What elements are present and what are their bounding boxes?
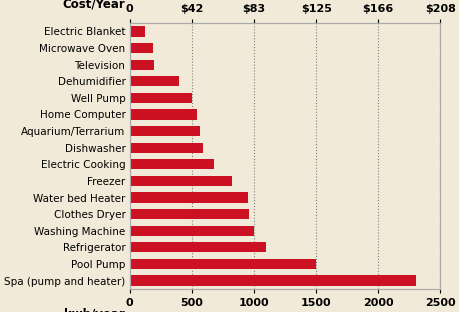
Bar — [129, 93, 191, 103]
Bar — [129, 159, 213, 169]
Text: Cost/Year: Cost/Year — [62, 0, 125, 11]
Bar — [129, 176, 231, 186]
Text: kwh/year: kwh/year — [64, 308, 125, 312]
Bar — [129, 60, 154, 70]
Bar — [129, 226, 253, 236]
Bar — [129, 275, 414, 286]
Bar — [129, 259, 315, 269]
Bar — [129, 193, 247, 203]
Bar — [129, 126, 200, 136]
Bar — [129, 209, 248, 219]
Bar — [129, 26, 144, 37]
Bar — [129, 76, 179, 86]
Bar — [129, 43, 153, 53]
Bar — [129, 109, 196, 119]
Bar — [129, 143, 202, 153]
Bar — [129, 242, 266, 252]
